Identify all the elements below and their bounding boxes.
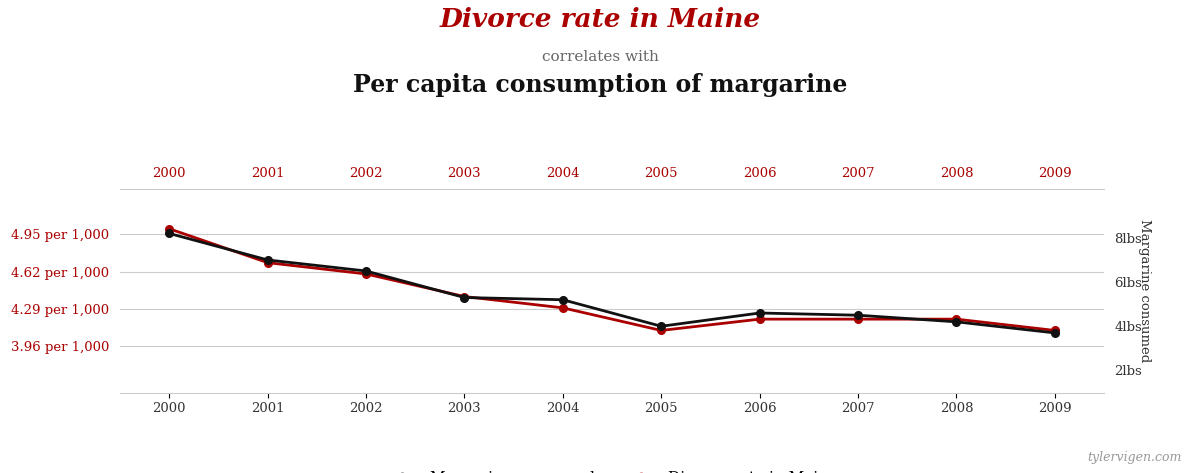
Text: correlates with: correlates with	[541, 50, 659, 64]
Text: Divorce rate in Maine: Divorce rate in Maine	[439, 7, 761, 32]
Text: Per capita consumption of margarine: Per capita consumption of margarine	[353, 73, 847, 97]
Y-axis label: Margarine consumed: Margarine consumed	[1138, 219, 1151, 362]
Legend: Margarine consumed, Divorce rate in Maine: Margarine consumed, Divorce rate in Main…	[380, 465, 844, 473]
Text: tylervigen.com: tylervigen.com	[1087, 452, 1182, 464]
Y-axis label: Divorce rate in Maine: Divorce rate in Maine	[0, 218, 2, 364]
